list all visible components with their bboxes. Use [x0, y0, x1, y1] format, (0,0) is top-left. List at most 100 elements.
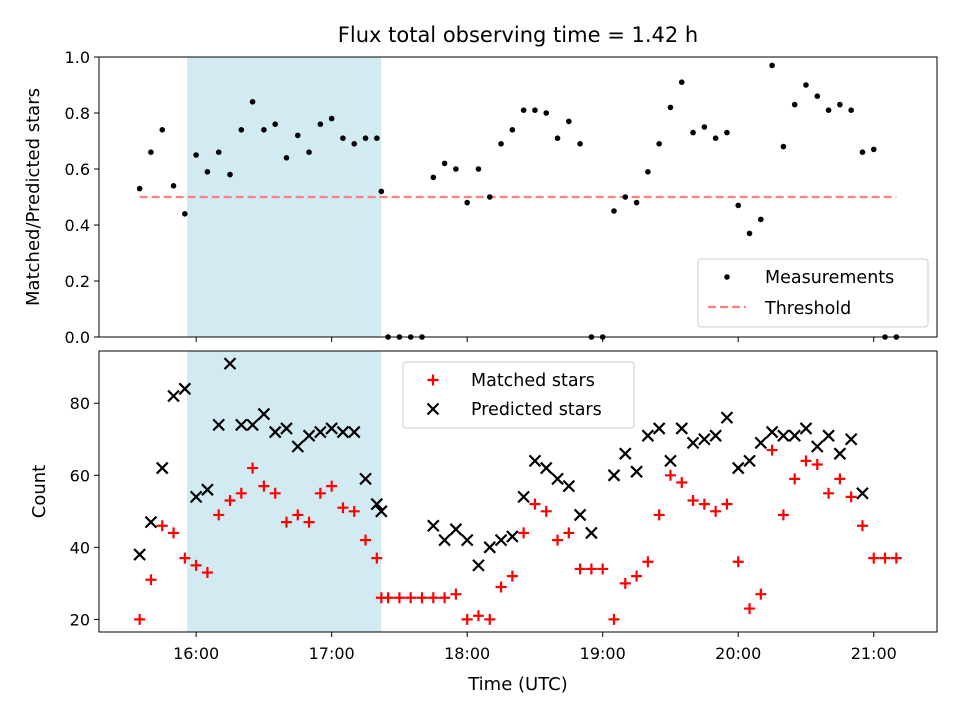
predicted-star-point	[483, 541, 497, 554]
matched-star-point	[687, 495, 699, 507]
predicted-star-point	[472, 559, 485, 572]
predicted-star-point	[652, 422, 666, 435]
measurement-point	[554, 135, 561, 141]
predicted-star-point	[314, 425, 327, 439]
matched-star-point	[879, 552, 891, 564]
matched-star-point	[856, 520, 868, 532]
matched-star-point	[608, 613, 620, 625]
matched-star-point	[823, 487, 835, 499]
matched-star-point	[845, 491, 857, 503]
measurement-point	[543, 110, 550, 116]
matched-star-point	[269, 487, 281, 499]
predicted-star-point	[822, 429, 835, 442]
predicted-star-point	[133, 548, 146, 561]
matched-star-point	[224, 495, 236, 507]
top-x-ticks	[195, 337, 875, 342]
matched-star-point	[676, 476, 688, 488]
legend-x-marker	[426, 402, 440, 416]
predicted-star-point	[844, 432, 858, 446]
matched-star-point	[540, 505, 552, 517]
measurement-point	[803, 82, 809, 88]
matched-star-point	[732, 556, 744, 568]
measurement-point	[825, 107, 832, 113]
matched-star-point	[337, 502, 349, 514]
matched-star-point	[890, 552, 902, 564]
top-legend: Measurements Threshold	[697, 258, 929, 328]
legend-label-matched: Matched stars	[471, 371, 595, 391]
measurement-point	[656, 141, 662, 147]
measurement-point	[735, 202, 742, 209]
predicted-star-point	[743, 454, 756, 468]
measurement-point	[837, 101, 843, 108]
predicted-star-point	[517, 490, 530, 504]
matched-star-point	[258, 480, 270, 492]
x-tick-label: 19:00	[580, 644, 626, 663]
matched-star-point	[744, 603, 756, 615]
measurement-point	[678, 79, 685, 85]
matched-star-point	[201, 567, 213, 579]
measurement-point	[566, 118, 572, 125]
y-tick-label: 0.8	[65, 104, 90, 123]
measurement-point	[317, 121, 324, 127]
matched-star-point	[145, 574, 157, 586]
matched-star-point	[405, 592, 417, 604]
matched-star-point	[710, 505, 722, 517]
measurement-point	[182, 211, 188, 217]
measurement-point	[509, 127, 516, 133]
matched-star-point	[484, 613, 496, 625]
matched-star-point	[574, 563, 586, 575]
predicted-star-point	[833, 447, 847, 460]
top-panel: 0.0 0.2 0.4 0.6 0.8 1.0 Flux total observing …	[23, 23, 938, 347]
y-tick-label: 0.0	[65, 328, 90, 347]
bottom-y-axis-label: Count	[29, 465, 50, 518]
measurement-point	[272, 121, 278, 127]
measurement-point	[724, 129, 730, 136]
measurement-point	[633, 199, 640, 206]
matched-star-point	[597, 563, 609, 575]
matched-star-point	[518, 527, 530, 539]
measurement-point	[362, 135, 369, 141]
matched-star-point	[664, 469, 676, 481]
measurement-point	[690, 129, 696, 136]
y-tick-label: 1.0	[65, 48, 90, 67]
matched-star-point	[506, 570, 518, 582]
y-tick-label: 60	[70, 466, 90, 485]
predicted-star-point	[641, 429, 655, 442]
predicted-star-point	[223, 357, 237, 370]
predicted-star-point	[144, 515, 158, 529]
measurement-point	[441, 160, 448, 167]
matched-star-point	[766, 444, 778, 456]
measurement-point	[136, 185, 143, 192]
predicted-star-point	[799, 422, 813, 435]
matched-star-point	[382, 592, 394, 604]
matched-star-point	[168, 527, 180, 539]
matched-star-point	[811, 458, 823, 470]
predicted-star-point	[325, 422, 338, 435]
measurement-point	[249, 99, 256, 105]
matched-star-point	[800, 455, 812, 467]
matched-star-point	[292, 509, 304, 521]
measurement-point	[498, 141, 504, 147]
predicted-star-point	[765, 425, 779, 439]
y-tick-label: 40	[70, 538, 90, 557]
predicted-star-point	[427, 519, 440, 533]
y-tick-label: 80	[70, 394, 90, 413]
matched-star-point	[619, 577, 631, 589]
predicted-star-point	[777, 429, 790, 442]
matched-star-point	[552, 534, 564, 546]
predicted-star-point	[212, 418, 225, 432]
bottom-x-ticks: 16:00 17:00 18:00 19:00 20:00 21:00	[173, 632, 897, 663]
legend-label-threshold: Threshold	[764, 299, 851, 319]
predicted-star-point	[438, 533, 451, 547]
predicted-star-point	[291, 440, 305, 453]
matched-star-point	[235, 487, 247, 499]
predicted-star-point	[359, 472, 372, 486]
measurement-point	[769, 62, 775, 69]
measurement-point	[814, 93, 821, 99]
predicted-star-point	[664, 454, 677, 468]
measurement-point	[351, 141, 358, 147]
x-tick-label: 18:00	[444, 644, 490, 663]
matched-star-point	[631, 570, 643, 582]
